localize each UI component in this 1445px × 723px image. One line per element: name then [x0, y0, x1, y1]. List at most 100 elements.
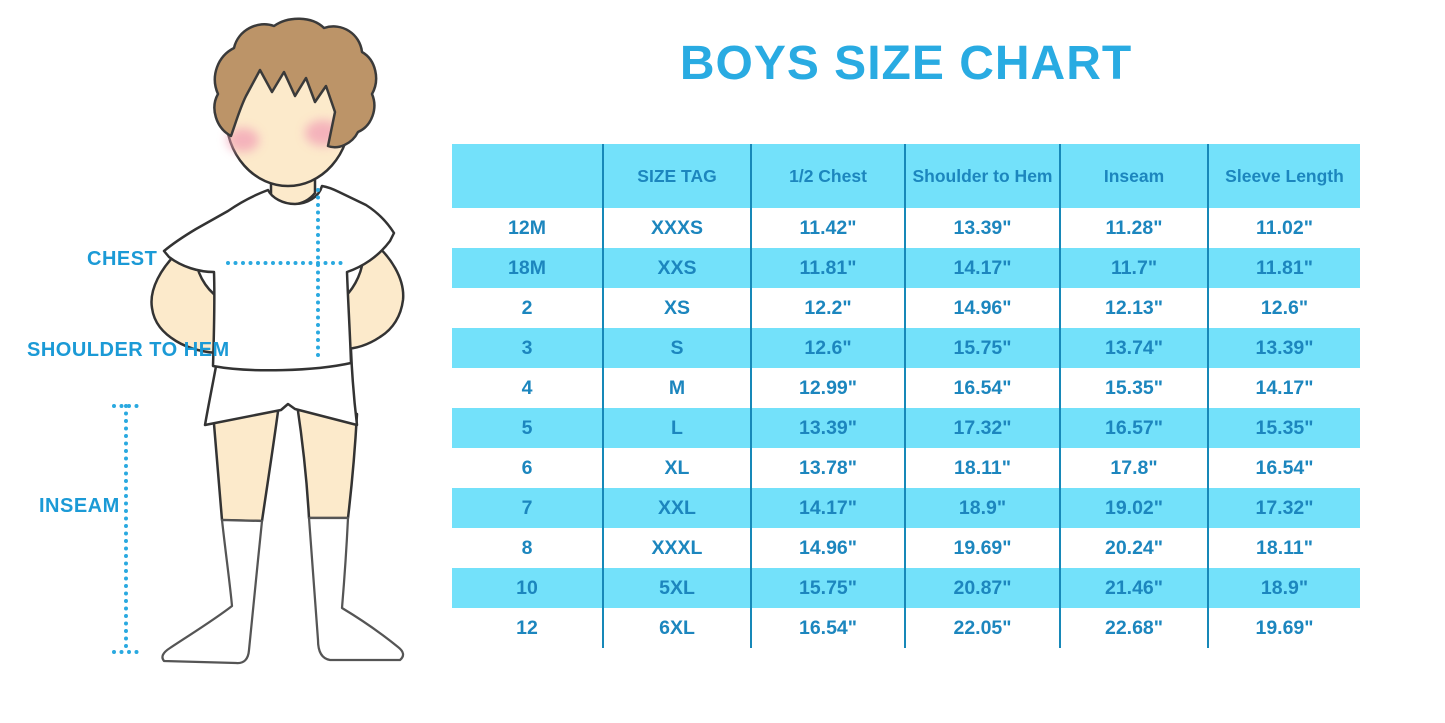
- table-cell: XXS: [602, 248, 751, 288]
- table-cell: 15.75": [904, 328, 1060, 368]
- header-half-chest: 1/2 Chest: [750, 144, 905, 208]
- table-cell: XXXS: [602, 208, 751, 248]
- table-row: 7 XXL 14.17" 18.9" 19.02" 17.32": [452, 488, 1360, 528]
- table-cell: 17.8": [1059, 448, 1208, 488]
- size-chart-table: SIZE TAG 1/2 Chest Shoulder to Hem Insea…: [452, 144, 1360, 648]
- table-cell: 10: [452, 568, 603, 608]
- table-cell: 22.05": [904, 608, 1060, 648]
- table-cell: 6XL: [602, 608, 751, 648]
- left-arm: [150, 246, 225, 355]
- chest-label: CHEST: [87, 248, 158, 270]
- table-cell: 16.54": [750, 608, 905, 648]
- table-cell: 18.9": [904, 488, 1060, 528]
- table-cell: 11.42": [750, 208, 905, 248]
- table-cell: 17.32": [1207, 488, 1360, 528]
- table-cell: 13.39": [750, 408, 905, 448]
- table-cell: 22.68": [1059, 608, 1208, 648]
- table-cell: 11.28": [1059, 208, 1208, 248]
- table-cell: L: [602, 408, 751, 448]
- t-shirt: [162, 184, 396, 372]
- table-cell: 12.13": [1059, 288, 1208, 328]
- table-cell: S: [602, 328, 751, 368]
- table-cell: 13.78": [750, 448, 905, 488]
- table-cell: XXXL: [602, 528, 751, 568]
- table-cell: XL: [602, 448, 751, 488]
- table-cell: 12: [452, 608, 603, 648]
- header-size-blank: [452, 144, 603, 208]
- table-cell: 12.6": [750, 328, 905, 368]
- table-cell: 8: [452, 528, 603, 568]
- table-row: 18M XXS 11.81" 14.17" 11.7" 11.81": [452, 248, 1360, 288]
- table-cell: 20.87": [904, 568, 1060, 608]
- table-cell: 13.39": [1207, 328, 1360, 368]
- table-cell: 15.35": [1207, 408, 1360, 448]
- table-cell: 18.9": [1207, 568, 1360, 608]
- right-arm: [339, 236, 405, 351]
- table-cell: 5XL: [602, 568, 751, 608]
- table-cell: 18.11": [904, 448, 1060, 488]
- header-inseam: Inseam: [1059, 144, 1208, 208]
- header-sleeve: Sleeve Length: [1207, 144, 1360, 208]
- table-cell: 11.02": [1207, 208, 1360, 248]
- table-cell: 12.99": [750, 368, 905, 408]
- table-cell: 15.75": [750, 568, 905, 608]
- table-cell: 14.96": [750, 528, 905, 568]
- table-cell: M: [602, 368, 751, 408]
- table-cell: 11.81": [1207, 248, 1360, 288]
- table-row: 8 XXXL 14.96" 19.69" 20.24" 18.11": [452, 528, 1360, 568]
- table-cell: 19.69": [904, 528, 1060, 568]
- table-cell: 12.6": [1207, 288, 1360, 328]
- table-cell: 20.24": [1059, 528, 1208, 568]
- left-sock: [161, 518, 264, 665]
- table-cell: 4: [452, 368, 603, 408]
- table-cell: 2: [452, 288, 603, 328]
- table-cell: 18M: [452, 248, 603, 288]
- page-title: BOYS SIZE CHART: [679, 37, 1133, 90]
- table-row: 3 S 12.6" 15.75" 13.74" 13.39": [452, 328, 1360, 368]
- table-cell: 21.46": [1059, 568, 1208, 608]
- table-row: 10 5XL 15.75" 20.87" 21.46" 18.9": [452, 568, 1360, 608]
- table-cell: 15.35": [1059, 368, 1208, 408]
- table-body: 12M XXXS 11.42" 13.39" 11.28" 11.02" 18M XXS 11.…: [452, 208, 1360, 648]
- header-size-tag: SIZE TAG: [602, 144, 751, 208]
- table-row: 4 M 12.99" 16.54" 15.35" 14.17": [452, 368, 1360, 408]
- table-cell: XS: [602, 288, 751, 328]
- table-cell: 19.69": [1207, 608, 1360, 648]
- table-cell: 14.17": [904, 248, 1060, 288]
- table-cell: 14.17": [1207, 368, 1360, 408]
- left-blush: [227, 128, 259, 152]
- table-cell: 16.54": [904, 368, 1060, 408]
- table-cell: 11.7": [1059, 248, 1208, 288]
- table-row: 5 L 13.39" 17.32" 16.57" 15.35": [452, 408, 1360, 448]
- table-cell: 18.11": [1207, 528, 1360, 568]
- table-cell: 19.02": [1059, 488, 1208, 528]
- boy-illustration-icon: [112, 17, 405, 665]
- header-row: SIZE TAG 1/2 Chest Shoulder to Hem Insea…: [452, 144, 1360, 208]
- boy-measurement-figure: CHEST SHOULDER TO HEM INSEAM: [0, 0, 445, 723]
- table-row: 12M XXXS 11.42" 13.39" 11.28" 11.02": [452, 208, 1360, 248]
- table-cell: 6: [452, 448, 603, 488]
- right-sock: [307, 516, 405, 662]
- table-cell: 13.74": [1059, 328, 1208, 368]
- table-row: 12 6XL 16.54" 22.05" 22.68" 19.69": [452, 608, 1360, 648]
- table-row: 2 XS 12.2" 14.96" 12.13" 12.6": [452, 288, 1360, 328]
- table-cell: 3: [452, 328, 603, 368]
- table-cell: 16.54": [1207, 448, 1360, 488]
- inseam-label: INSEAM: [39, 495, 120, 517]
- table-cell: 13.39": [904, 208, 1060, 248]
- header-shoulder-hem: Shoulder to Hem: [904, 144, 1060, 208]
- table-cell: 11.81": [750, 248, 905, 288]
- table-cell: 16.57": [1059, 408, 1208, 448]
- table-cell: 7: [452, 488, 603, 528]
- table-row: 6 XL 13.78" 18.11" 17.8" 16.54": [452, 448, 1360, 488]
- table-cell: 14.96": [904, 288, 1060, 328]
- shoulder-to-hem-label: SHOULDER TO HEM: [27, 339, 230, 361]
- table-cell: 12.2": [750, 288, 905, 328]
- table-cell: XXL: [602, 488, 751, 528]
- hair: [213, 17, 378, 149]
- table-cell: 5: [452, 408, 603, 448]
- table-cell: 12M: [452, 208, 603, 248]
- table-cell: 17.32": [904, 408, 1060, 448]
- table-cell: 14.17": [750, 488, 905, 528]
